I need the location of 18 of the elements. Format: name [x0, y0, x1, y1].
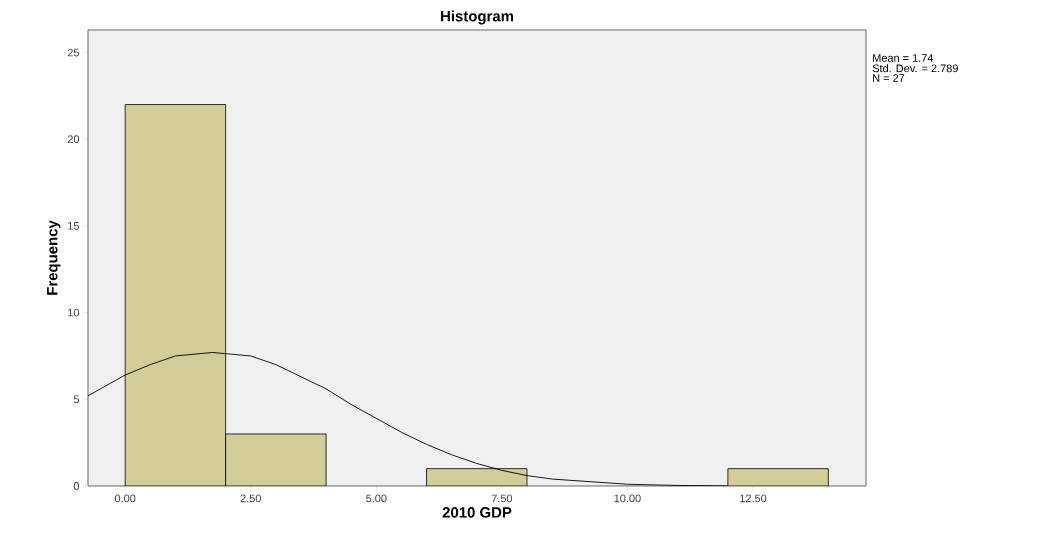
x-tick-label: 2.50 — [240, 494, 261, 503]
y-tick-label: 20 — [67, 135, 80, 144]
y-tick-label: 25 — [67, 48, 80, 57]
text: Std. Dev. = 2.789 — [872, 64, 958, 73]
y-axis-title: Frequency — [47, 220, 61, 295]
y-tick-label: 0 — [73, 482, 80, 490]
y-tick-label: 10 — [68, 308, 80, 317]
x-tick-label: 7.50 — [491, 494, 513, 503]
x-tick-label: 0.00 — [114, 494, 136, 503]
x-tick-label: 5.00 — [366, 494, 387, 503]
x-tick-label: 12.50 — [740, 494, 767, 503]
chart-title: Histogram — [441, 10, 514, 25]
x-tick-label: 10.00 — [614, 494, 641, 503]
text: Mean = 1.74 — [873, 54, 934, 62]
x-axis-title: 2010 GDP — [442, 507, 512, 518]
y-tick-label: 5 — [73, 395, 80, 404]
y-tick-label: 15 — [68, 222, 80, 230]
text: N = 27 — [873, 74, 905, 82]
